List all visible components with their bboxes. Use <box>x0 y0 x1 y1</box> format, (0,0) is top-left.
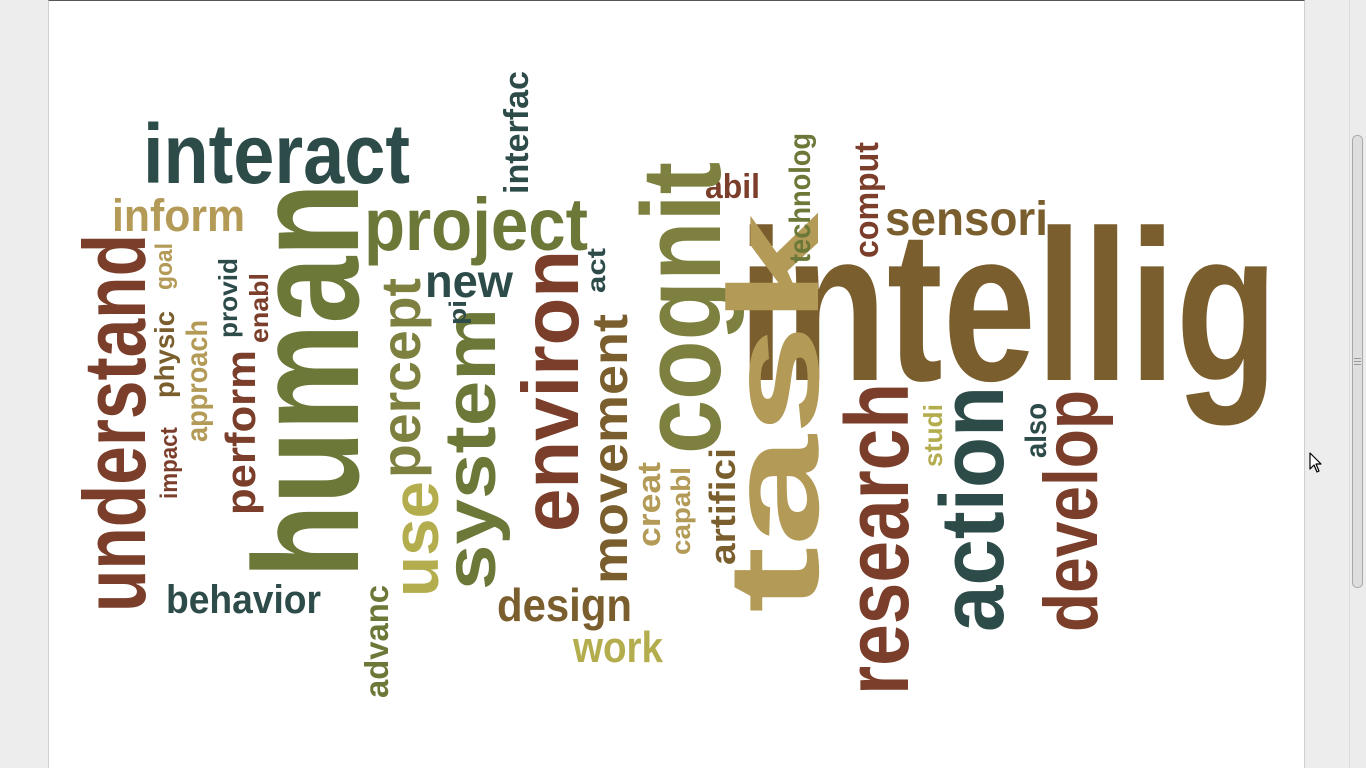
cloud-word-creat: creat <box>631 462 667 547</box>
cloud-word-use: use <box>378 481 452 597</box>
cloud-word-impact: impact <box>156 427 183 499</box>
cloud-word-provid: provid <box>213 258 243 338</box>
cloud-word-physic: physic <box>149 311 180 398</box>
mouse-pointer-icon <box>1309 452 1322 473</box>
cloud-word-comput: comput <box>848 142 886 258</box>
cloud-word-perform: perform <box>217 350 264 515</box>
cloud-word-work: work <box>572 623 663 672</box>
cloud-word-task: task <box>703 212 846 613</box>
cloud-word-percept: percept <box>369 278 432 478</box>
cloud-word-project: project <box>364 183 588 266</box>
cloud-word-artifici: artifici <box>702 448 743 565</box>
cloud-word-goal: goal <box>151 243 178 290</box>
cloud-word-abil: abil <box>705 168 760 206</box>
cloud-word-action: action <box>923 386 1023 632</box>
document-page <box>48 0 1305 768</box>
cloud-word-also: also <box>1020 403 1053 458</box>
cloud-word-human: human <box>222 183 390 578</box>
cloud-word-interfac: interfac <box>498 71 536 194</box>
scrollbar-grip <box>1354 358 1361 359</box>
cloud-word-interact: interact <box>143 107 410 201</box>
cloud-word-sensori: sensori <box>885 193 1048 246</box>
cloud-word-new: new <box>425 255 513 307</box>
cloud-word-studi: studi <box>918 404 948 467</box>
cloud-word-inform: inform <box>112 190 245 241</box>
cloud-word-cognit: cognit <box>619 162 744 454</box>
cloud-word-environ: environ <box>506 250 595 532</box>
cloud-word-system: system <box>431 308 511 590</box>
cloud-word-understand: understand <box>65 234 164 612</box>
cloud-word-approach: approach <box>181 320 214 442</box>
cloud-word-pi: pi <box>445 300 472 325</box>
cloud-word-enabl: enabl <box>244 273 274 343</box>
cloud-word-intellig: intellig <box>738 185 1278 426</box>
scrollbar-grip <box>1354 364 1361 365</box>
cloud-word-act: act <box>581 248 611 293</box>
cloud-word-capabl: capabl <box>666 467 696 555</box>
cloud-word-movement: movement <box>582 314 638 584</box>
cloud-word-design: design <box>497 579 632 631</box>
cloud-word-behavior: behavior <box>166 578 321 622</box>
cloud-word-technolog: technolog <box>784 133 817 263</box>
cloud-word-research: research <box>828 383 928 695</box>
cloud-word-develop: develop <box>1029 390 1114 632</box>
scrollbar-grip <box>1354 361 1361 362</box>
cloud-word-advanc: advanc <box>358 585 395 698</box>
